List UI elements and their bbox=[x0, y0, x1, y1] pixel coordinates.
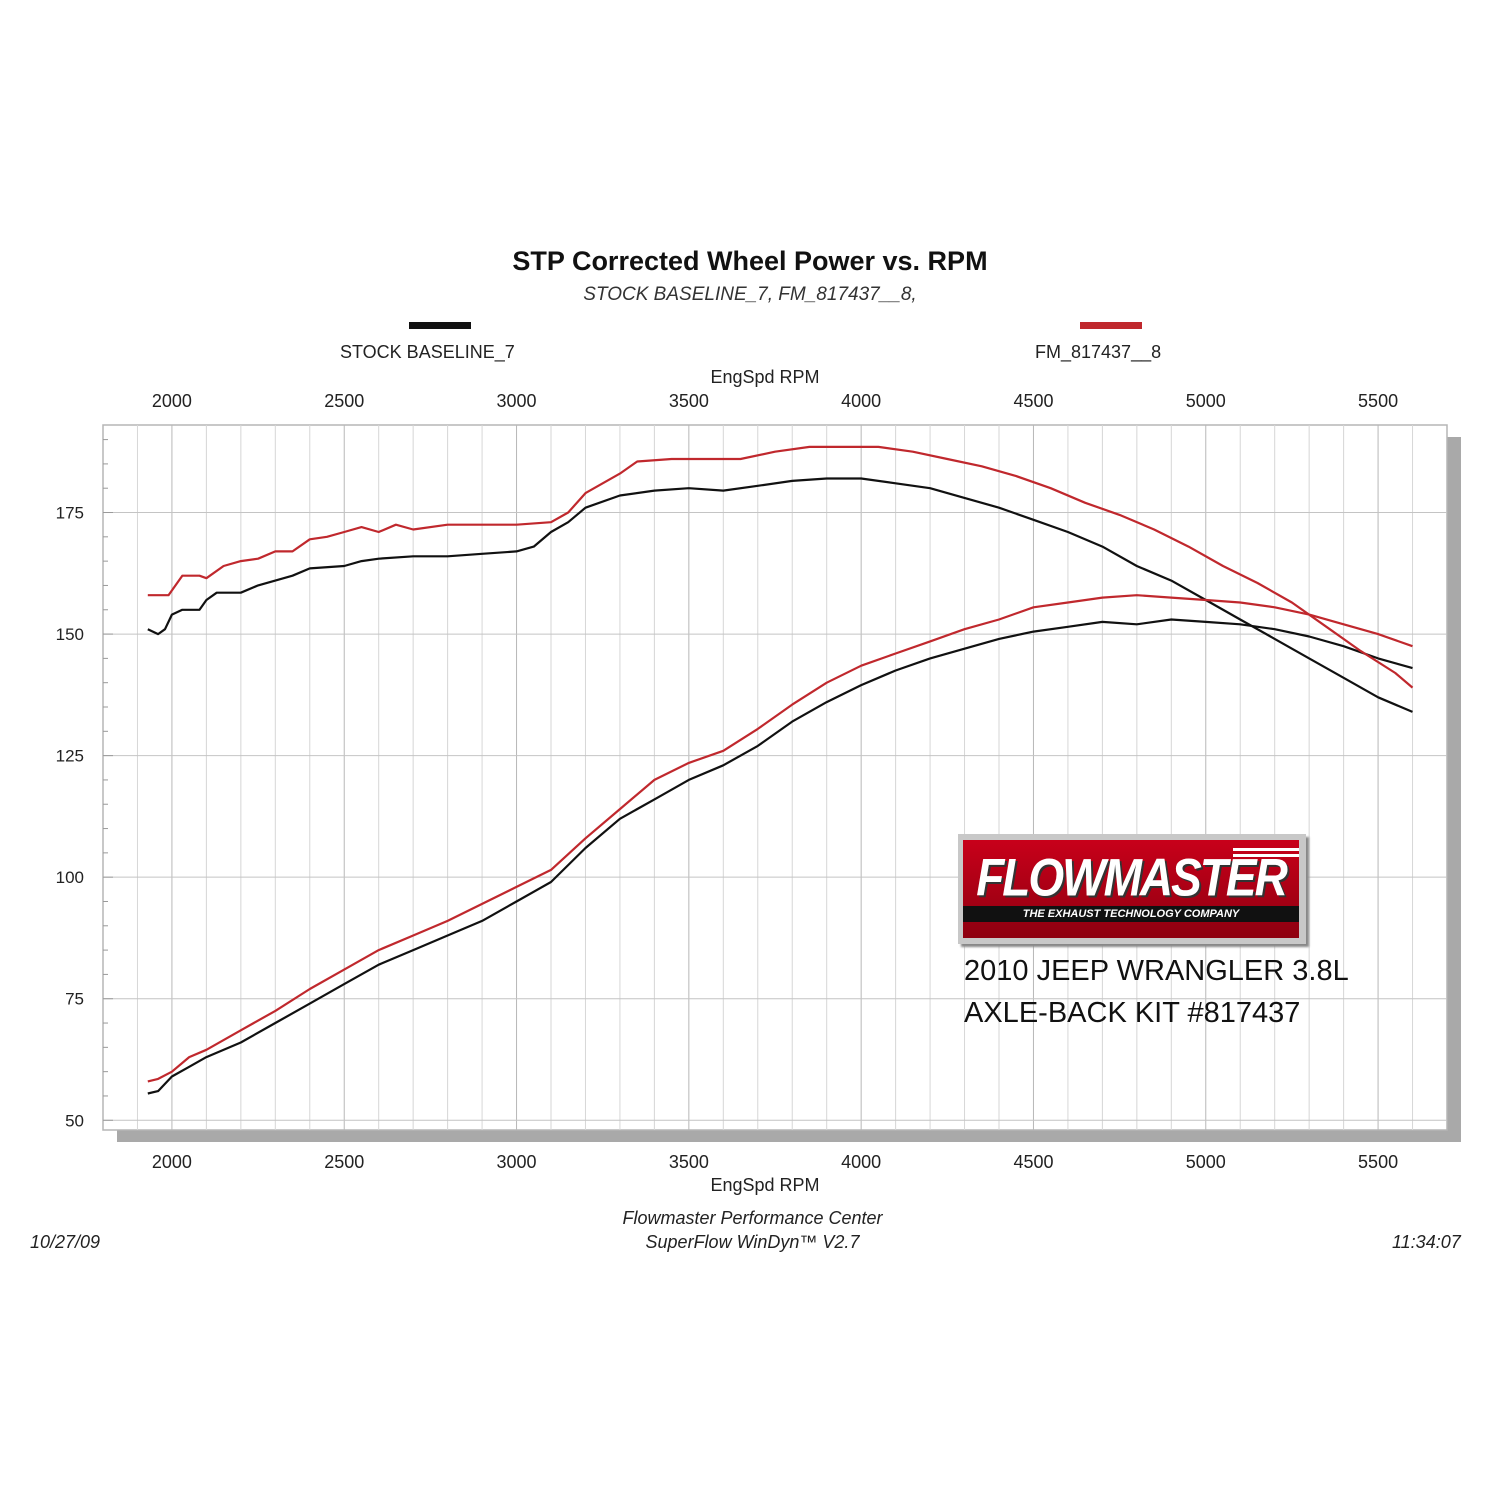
y-tick-label: 175 bbox=[56, 504, 84, 523]
x-tick-label-top: 2000 bbox=[152, 391, 192, 411]
x-tick-label-top: 3500 bbox=[669, 391, 709, 411]
y-tick-label: 150 bbox=[56, 625, 84, 644]
x-tick-label-top: 2500 bbox=[324, 391, 364, 411]
y-tick-label: 75 bbox=[65, 990, 84, 1009]
logo-brand: FLOWMASTER bbox=[976, 847, 1288, 907]
x-tick-label-bottom: 5000 bbox=[1186, 1152, 1226, 1172]
x-tick-label-bottom: 3500 bbox=[669, 1152, 709, 1172]
x-tick-label-bottom: 2000 bbox=[152, 1152, 192, 1172]
legend-swatch-stock bbox=[409, 322, 471, 329]
x-tick-label-top: 4500 bbox=[1013, 391, 1053, 411]
footer-time: 11:34:07 bbox=[1392, 1232, 1461, 1252]
annotation-vehicle: 2010 JEEP WRANGLER 3.8L bbox=[964, 955, 1349, 987]
logo-stripe bbox=[1233, 854, 1299, 857]
annotation-kit: AXLE-BACK KIT #817437 bbox=[964, 997, 1301, 1029]
x-axis-label-bottom: EngSpd RPM bbox=[710, 1175, 820, 1195]
flowmaster-logo: FLOWMASTER THE EXHAUST TECHNOLOGY COMPAN… bbox=[958, 834, 1306, 944]
footer-date: 10/27/09 bbox=[30, 1232, 101, 1252]
legend-swatch-fm bbox=[1080, 322, 1142, 329]
chart-title: STP Corrected Wheel Power vs. RPM bbox=[512, 246, 988, 276]
x-tick-label-top: 4000 bbox=[841, 391, 881, 411]
x-tick-label-bottom: 3000 bbox=[497, 1152, 537, 1172]
plot-area bbox=[102, 424, 1448, 1131]
x-tick-label-top: 5000 bbox=[1186, 391, 1226, 411]
x-axis-label-top: EngSpd RPM bbox=[710, 367, 820, 387]
x-tick-label-bottom: 4000 bbox=[841, 1152, 881, 1172]
series-line-stock-power bbox=[147, 618, 1413, 1095]
y-tick-label: 50 bbox=[65, 1111, 84, 1130]
x-tick-label-top: 5500 bbox=[1358, 391, 1398, 411]
x-tick-label-top: 3000 bbox=[497, 391, 537, 411]
y-tick-label: 100 bbox=[56, 868, 84, 887]
y-tick-label: 125 bbox=[56, 747, 84, 766]
logo-panel: FLOWMASTER THE EXHAUST TECHNOLOGY COMPAN… bbox=[963, 840, 1299, 938]
logo-tagline: THE EXHAUST TECHNOLOGY COMPANY bbox=[963, 906, 1299, 922]
footer-center-line2: SuperFlow WinDyn™ V2.7 bbox=[645, 1232, 860, 1252]
legend-label-fm: FM_817437__8 bbox=[1035, 342, 1162, 362]
x-tick-label-bottom: 2500 bbox=[324, 1152, 364, 1172]
series-line-stock-torque bbox=[147, 477, 1413, 713]
series-line-fm-torque bbox=[147, 445, 1414, 689]
x-tick-label-bottom: 5500 bbox=[1358, 1152, 1398, 1172]
logo-stripe bbox=[1233, 848, 1299, 851]
x-tick-label-bottom: 4500 bbox=[1013, 1152, 1053, 1172]
chart-subtitle: STOCK BASELINE_7, FM_817437__8, bbox=[583, 284, 917, 305]
legend-label-stock: STOCK BASELINE_7 bbox=[340, 342, 515, 362]
series-line-fm-power bbox=[147, 594, 1413, 1083]
footer-center-line1: Flowmaster Performance Center bbox=[622, 1208, 883, 1228]
